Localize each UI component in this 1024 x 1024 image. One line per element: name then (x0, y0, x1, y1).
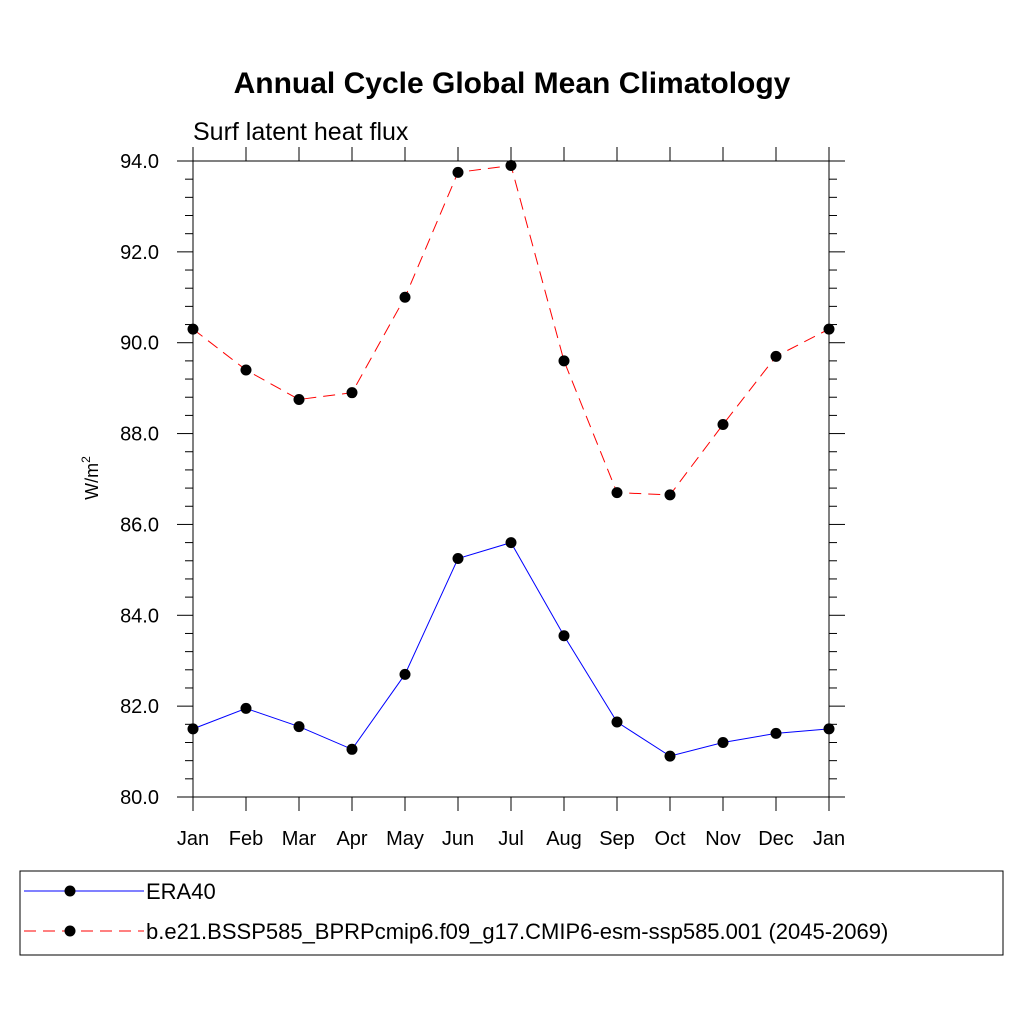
x-tick-label: Sep (599, 828, 635, 850)
x-tick-label: Jan (177, 828, 209, 850)
legend-label-cmip6: b.e21.BSSP585_BPRPcmip6.f09_g17.CMIP6-es… (146, 919, 888, 944)
x-tick-label: Aug (546, 828, 582, 850)
series-1-point (664, 489, 676, 501)
series-0-point (611, 716, 623, 728)
series-1-point (611, 487, 623, 499)
y-tick-labels: 80.0 82.0 84.0 86.0 88.0 90.0 92.0 94.0 (120, 151, 159, 809)
x-tick-label: Nov (705, 828, 741, 850)
series-0-point (240, 702, 252, 714)
y-axis-label-superscript: 2 (79, 456, 93, 463)
x-tick-label: Jan (813, 828, 845, 850)
legend-label-era40: ERA40 (146, 879, 216, 904)
x-tick-label: Feb (229, 828, 263, 850)
legend-box (19, 870, 1004, 956)
y-axis-label: W/m2 (79, 456, 102, 500)
y-tick-label: 86.0 (120, 514, 159, 536)
y-tick-label: 94.0 (120, 151, 159, 173)
series-1-point (293, 394, 305, 405)
x-tick-label: Oct (654, 828, 686, 850)
y-tick-label: 92.0 (120, 242, 159, 264)
series-1-point (505, 160, 517, 172)
x-tick-label: Apr (336, 828, 367, 850)
series-1-point (452, 166, 464, 178)
x-tick-label: May (386, 828, 424, 850)
series-1-point (770, 350, 782, 362)
legend-marker-cmip6 (64, 925, 76, 937)
series-0-point (770, 727, 782, 739)
series-line-1 (192, 164, 830, 496)
axis-ticks (177, 147, 845, 811)
y-tick-label: 88.0 (120, 424, 159, 446)
x-tick-label: Jun (442, 828, 474, 850)
chart-title: Annual Cycle Global Mean Climatology (234, 67, 791, 100)
x-tick-labels: Jan Feb Mar Apr May Jun Jul Aug Sep Oct Nov Dec Jan (177, 828, 845, 850)
y-tick-label: 84.0 (120, 605, 159, 627)
x-tick-label: Mar (282, 828, 317, 850)
series-1-point (346, 387, 358, 399)
x-tick-label: Jul (498, 828, 524, 850)
series-layer (187, 160, 835, 762)
y-tick-label: 80.0 (120, 787, 159, 809)
plot-frame (192, 160, 830, 798)
series-0-point (717, 736, 729, 748)
legend: ERA40 b.e21.BSSP585_BPRPcmip6.f09_g17.CM… (19, 870, 1004, 956)
series-0-point (505, 537, 517, 549)
series-1-point (717, 418, 729, 430)
series-0-point (452, 553, 464, 564)
legend-marker-era40 (64, 885, 76, 897)
y-axis-label-base: W/m (82, 463, 102, 500)
series-0-point (399, 668, 411, 680)
series-0-point (346, 743, 358, 755)
series-line-0 (192, 542, 830, 757)
series-1-point (558, 355, 570, 367)
series-1-point (399, 291, 411, 303)
chart-subtitle: Surf latent heat flux (193, 118, 409, 146)
y-tick-label: 82.0 (120, 696, 159, 718)
series-0-point (293, 721, 305, 733)
y-tick-label: 90.0 (120, 333, 159, 355)
series-0-point (558, 630, 570, 642)
series-1-point (240, 364, 252, 376)
series-0-point (664, 750, 676, 762)
x-tick-label: Dec (758, 828, 794, 850)
